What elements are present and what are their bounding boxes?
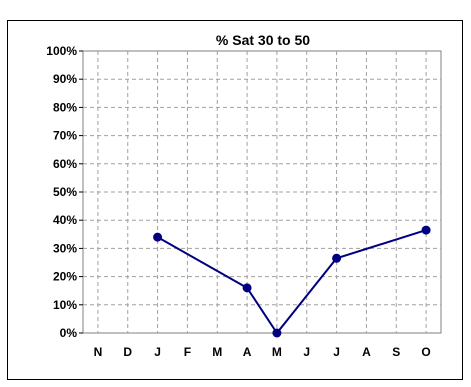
x-tick-label: J	[333, 345, 340, 359]
x-tick-label: D	[123, 345, 132, 359]
x-tick-label: J	[303, 345, 310, 359]
y-tick-label: 0%	[60, 326, 78, 340]
data-point	[421, 225, 431, 235]
y-tick-label: 70%	[53, 129, 77, 143]
grid-lines	[83, 51, 441, 333]
x-tick-label: F	[184, 345, 191, 359]
y-axis-ticks: 0% 10% 20% 30% 40% 50% 60% 70% 80% 90% 100%	[46, 44, 83, 340]
x-tick-label: J	[154, 345, 161, 359]
x-tick-label: N	[94, 345, 103, 359]
x-tick-label: S	[392, 345, 400, 359]
y-tick-label: 30%	[53, 241, 77, 255]
x-tick-label: M	[272, 345, 282, 359]
y-tick-label: 40%	[53, 213, 77, 227]
y-tick-label: 90%	[53, 72, 77, 86]
x-tick-label: A	[362, 345, 371, 359]
y-tick-label: 50%	[53, 185, 77, 199]
data-point	[242, 283, 252, 293]
data-point	[332, 253, 342, 263]
series-line	[153, 225, 431, 338]
y-tick-label: 100%	[46, 44, 77, 58]
x-tick-label: M	[212, 345, 222, 359]
chart-title: % Sat 30 to 50	[216, 32, 310, 48]
data-point	[153, 232, 163, 242]
x-tick-label: A	[243, 345, 252, 359]
y-tick-label: 80%	[53, 100, 77, 114]
y-tick-label: 10%	[53, 298, 77, 312]
y-tick-label: 20%	[53, 270, 77, 284]
data-point	[272, 328, 282, 338]
x-tick-label: O	[421, 345, 430, 359]
y-tick-label: 60%	[53, 157, 77, 171]
